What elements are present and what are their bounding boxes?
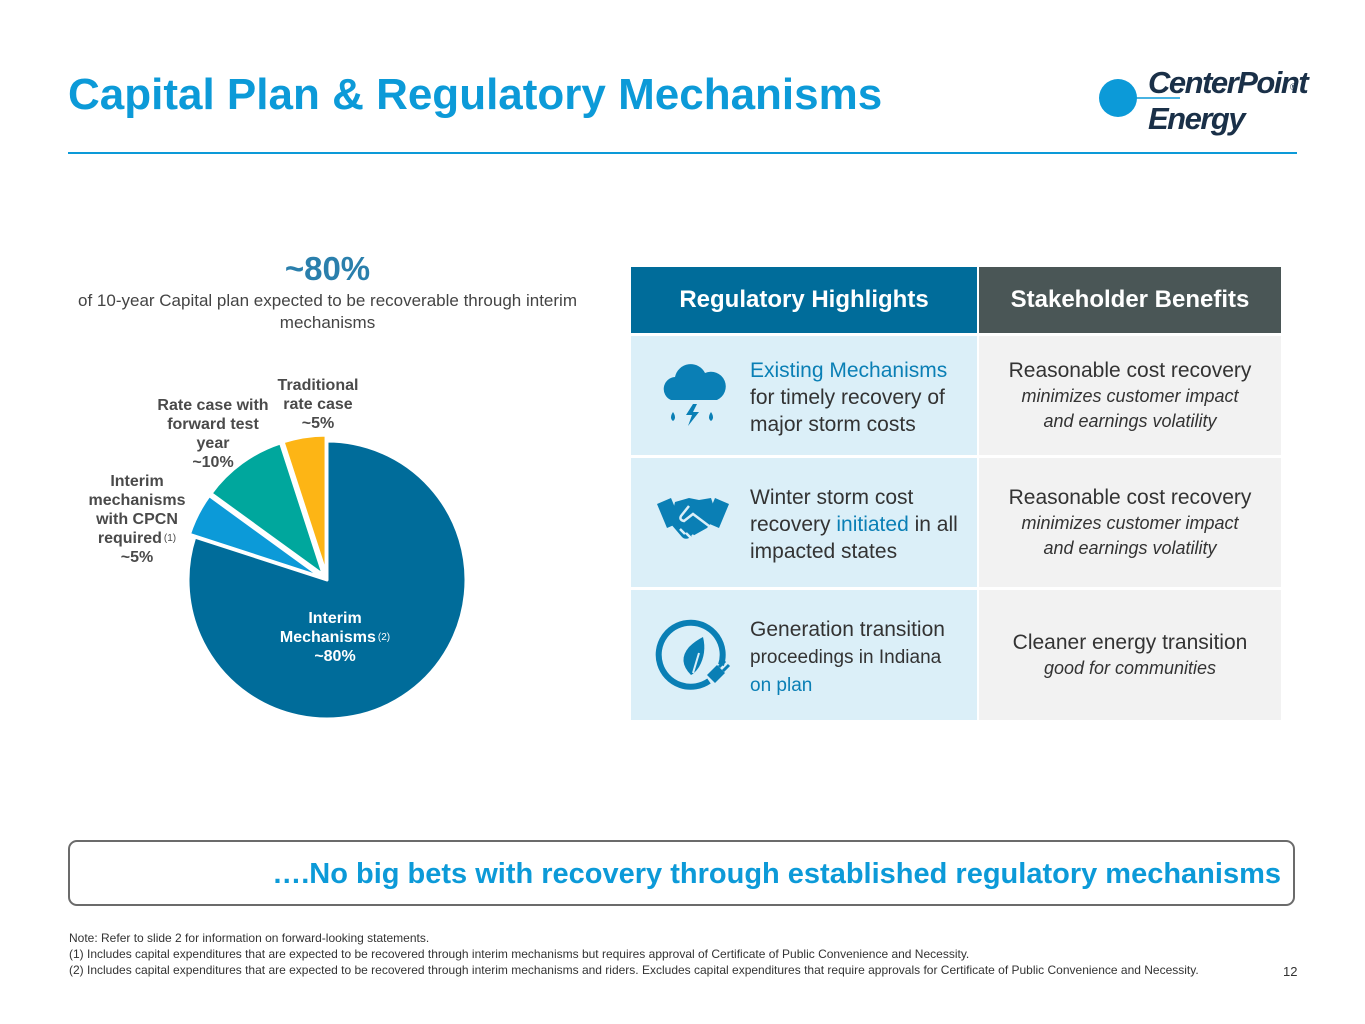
logo-mark-icon: [1099, 79, 1180, 117]
pie-label-traditional: Traditional rate case ~5%: [266, 376, 370, 433]
highlight-line: impacted states: [750, 540, 898, 563]
pie-label-cpcn: Interim mechanisms with CPCN required (1)…: [78, 472, 196, 567]
headline-percentage: ~80%: [284, 250, 371, 287]
highlight-emphasis: on plan: [750, 675, 813, 696]
highlight-text: Generation transition proceedings in Ind…: [750, 616, 980, 699]
benefit-italic-text: minimizes customer impact: [1021, 385, 1239, 406]
table-row-benefit: Reasonable cost recovery minimizes custo…: [979, 458, 1281, 587]
page-number: 12: [1283, 964, 1298, 979]
pie-slice-cpcn: [187, 494, 324, 579]
pie-label-text: required (1): [97, 530, 177, 547]
banner-text: ….No big bets with recovery through esta…: [272, 858, 1281, 890]
highlight-emphasis: initiated: [836, 513, 909, 536]
table-row-highlight: Generation transition proceedings in Ind…: [631, 590, 977, 720]
highlight-line: Generation transition: [750, 618, 945, 641]
highlight-text: Existing Mechanisms for timely recovery …: [750, 357, 980, 438]
benefit-italic-text: and earnings volatility: [1043, 537, 1217, 558]
pie-label-text: with CPCN: [96, 511, 178, 528]
pie-value-text: ~10%: [192, 454, 234, 471]
title-divider: [68, 152, 1297, 154]
column-header-regulatory-highlights: Regulatory Highlights: [631, 267, 977, 333]
pie-label-text: forward test: [167, 416, 259, 433]
company-logo: CenterPoint Energy ®: [1096, 64, 1309, 140]
highlight-line: Winter storm cost: [750, 486, 914, 509]
highlight-line: recovery: [750, 513, 837, 536]
benefit-italic-text: good for communities: [1043, 657, 1217, 678]
pie-value-text: ~5%: [120, 549, 154, 566]
storm-cloud-icon: [663, 364, 726, 426]
footnote-marker: (1): [163, 533, 177, 544]
pie-label-text: rate case: [283, 396, 353, 413]
highlight-line: major storm costs: [750, 413, 916, 436]
regulatory-table: Regulatory Highlights Stakeholder Benefi…: [631, 267, 1281, 720]
benefit-italic-text: minimizes customer impact: [1021, 512, 1239, 533]
pie-label-text: Interim: [308, 610, 362, 627]
table-row-benefit: Reasonable cost recovery minimizes custo…: [979, 336, 1281, 455]
pie-label-text: Interim: [110, 473, 164, 490]
footnote-line: Note: Refer to slide 2 for information o…: [69, 931, 430, 945]
benefit-text: Cleaner energy transition: [1012, 630, 1248, 654]
footnote-marker: (2): [377, 632, 391, 643]
table-row-highlight: Existing Mechanisms for timely recovery …: [631, 336, 977, 455]
pie-value-text: ~5%: [301, 415, 335, 432]
column-header-stakeholder-benefits: Stakeholder Benefits: [979, 267, 1281, 333]
highlight-emphasis: Existing Mechanisms: [750, 359, 948, 382]
highlight-line: proceedings in Indiana: [750, 647, 942, 668]
pie-label-text: Mechanisms (2): [279, 629, 391, 646]
table-row-benefit: Cleaner energy transition good for commu…: [979, 590, 1281, 720]
pie-label-text: Rate case with: [157, 397, 269, 414]
benefit-text: Reasonable cost recovery: [1008, 358, 1252, 382]
table-row-highlight: Winter storm cost recovery initiated in …: [631, 458, 977, 587]
pie-slice-traditional: [281, 433, 328, 576]
logo-text-line1: CenterPoint: [1148, 65, 1309, 100]
pie-label-text: Traditional: [277, 377, 359, 394]
benefit-text: Reasonable cost recovery: [1008, 485, 1252, 509]
pie-value-text: ~80%: [314, 648, 356, 665]
page-title: Capital Plan & Regulatory Mechanisms: [68, 70, 883, 119]
registered-mark: ®: [1290, 82, 1297, 92]
leaf-plug-icon: [655, 619, 731, 690]
pie-label-interim-mechanisms: Interim Mechanisms (2) ~80%: [270, 609, 400, 666]
footnotes: Note: Refer to slide 2 for information o…: [69, 930, 1269, 978]
pie-label-forward-test-year: Rate case with forward test year ~10%: [148, 396, 278, 472]
highlight-text: Winter storm cost recovery initiated in …: [750, 484, 980, 565]
highlight-line: in all: [908, 513, 958, 536]
benefit-italic-text: and earnings volatility: [1043, 410, 1217, 431]
highlight-line: for timely recovery of: [750, 386, 945, 409]
headline-caption: of 10-year Capital plan expected to be r…: [78, 291, 577, 332]
pie-label-text: year: [196, 435, 230, 452]
logo-text-line2: Energy: [1148, 101, 1246, 136]
footnote-line: (2) Includes capital expenditures that a…: [69, 963, 1199, 977]
pie-label-text: mechanisms: [88, 492, 186, 509]
pie-slice-forward-test-year: [209, 441, 325, 577]
handshake-icon: [657, 498, 729, 541]
key-message-banner: ….No big bets with recovery through esta…: [68, 840, 1295, 906]
pie-slice-interim-mechanisms: [186, 439, 468, 721]
footnote-line: (1) Includes capital expenditures that a…: [69, 947, 970, 961]
capital-recovery-pie-chart: [186, 433, 468, 721]
